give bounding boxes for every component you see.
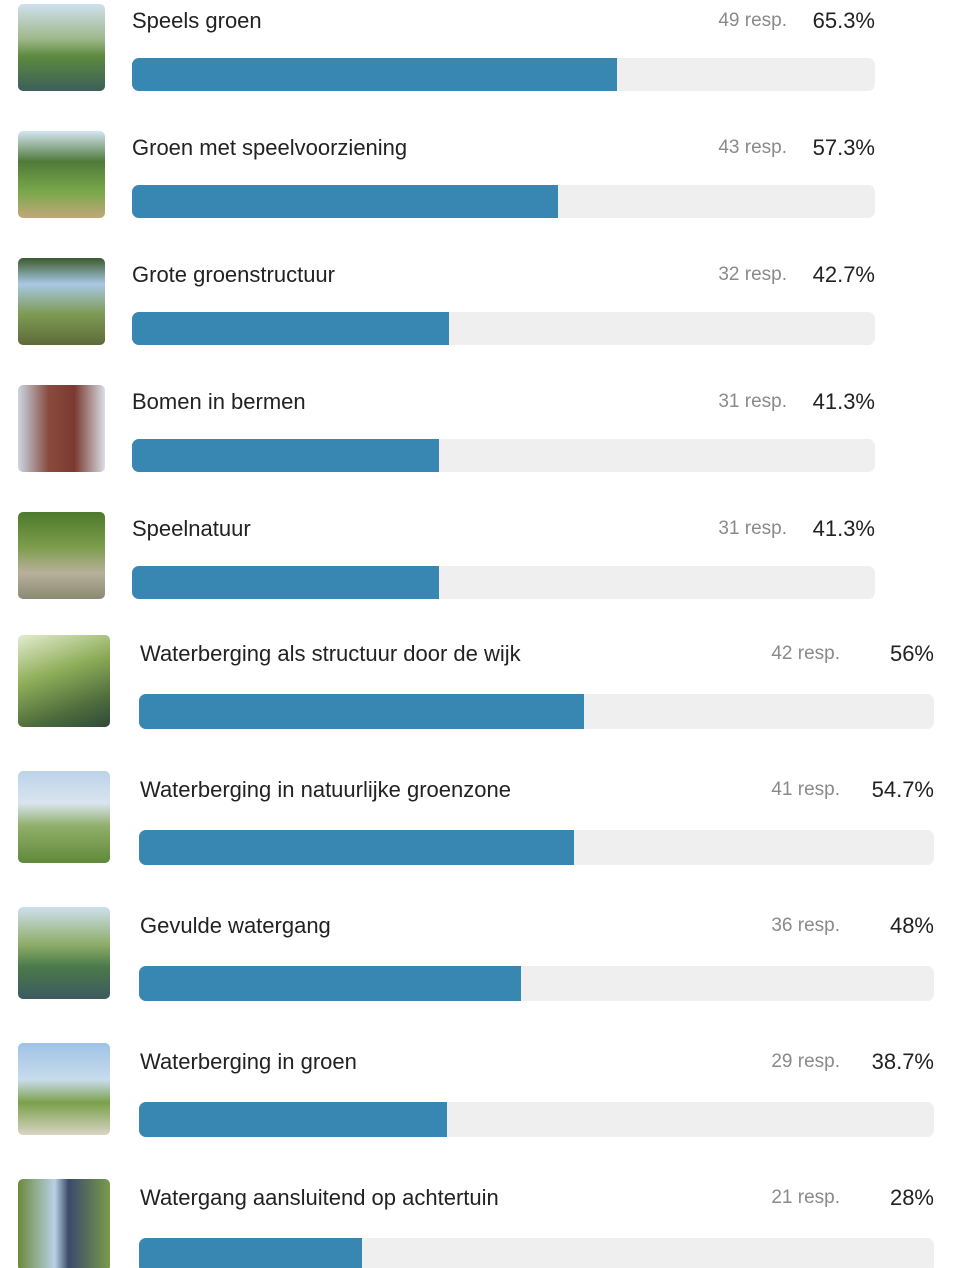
option-label: Bomen in bermen <box>132 389 306 414</box>
bar <box>139 830 574 865</box>
response-count: 21 resp. <box>771 1187 840 1208</box>
response-count: 49 resp. <box>718 10 787 31</box>
bar-track <box>132 439 875 472</box>
thumbnail <box>18 1179 110 1268</box>
response-count: 31 resp. <box>718 391 787 412</box>
percentage: 41.3% <box>812 389 875 414</box>
bar-track <box>132 312 875 345</box>
response-count: 43 resp. <box>718 137 787 158</box>
option-label: Speelnatuur <box>132 516 251 541</box>
response-count: 41 resp. <box>771 779 840 800</box>
option-label: Waterberging in groen <box>140 1049 357 1074</box>
percentage: 57.3% <box>812 135 875 160</box>
thumbnail <box>18 131 105 218</box>
percentage: 54.7% <box>871 777 934 802</box>
response-count: 42 resp. <box>771 643 840 664</box>
response-count: 32 resp. <box>718 264 787 285</box>
option-label: Waterberging in natuurlijke groenzone <box>140 777 511 802</box>
thumbnail <box>18 1043 110 1135</box>
bar-track <box>139 1238 934 1268</box>
bar-track <box>139 694 934 729</box>
percentage: 41.3% <box>812 516 875 541</box>
option-label: Watergang aansluitend op achtertuin <box>140 1185 499 1210</box>
thumbnail <box>18 771 110 863</box>
response-count: 29 resp. <box>771 1051 840 1072</box>
thumbnail <box>18 385 105 472</box>
percentage: 65.3% <box>812 8 875 33</box>
bar <box>139 1102 447 1137</box>
bar-track <box>132 566 875 599</box>
bar <box>139 966 521 1001</box>
thumbnail <box>18 907 110 999</box>
option-label: Grote groenstructuur <box>132 262 335 287</box>
thumbnail <box>18 512 105 599</box>
percentage: 28% <box>889 1185 934 1210</box>
bar <box>132 566 439 599</box>
bar-track <box>132 58 875 91</box>
option-label: Speels groen <box>132 8 262 33</box>
option-label: Waterberging als structuur door de wijk <box>140 641 521 666</box>
bar-track <box>132 185 875 218</box>
response-count: 31 resp. <box>718 518 787 539</box>
bar <box>132 312 450 345</box>
bar <box>132 185 558 218</box>
bar <box>132 58 618 91</box>
bar-track <box>139 966 934 1001</box>
bar <box>139 694 585 729</box>
percentage: 48% <box>889 913 934 938</box>
bar <box>139 1238 362 1268</box>
bar-track <box>139 830 934 865</box>
thumbnail <box>18 635 110 727</box>
percentage: 56% <box>889 641 934 666</box>
thumbnail <box>18 4 105 91</box>
option-label: Groen met speelvoorziening <box>132 135 408 160</box>
bar <box>132 439 439 472</box>
percentage: 38.7% <box>871 1049 934 1074</box>
percentage: 42.7% <box>812 262 875 287</box>
thumbnail <box>18 258 105 345</box>
bar-track <box>139 1102 934 1137</box>
response-count: 36 resp. <box>771 915 840 936</box>
option-label: Gevulde watergang <box>140 913 331 938</box>
